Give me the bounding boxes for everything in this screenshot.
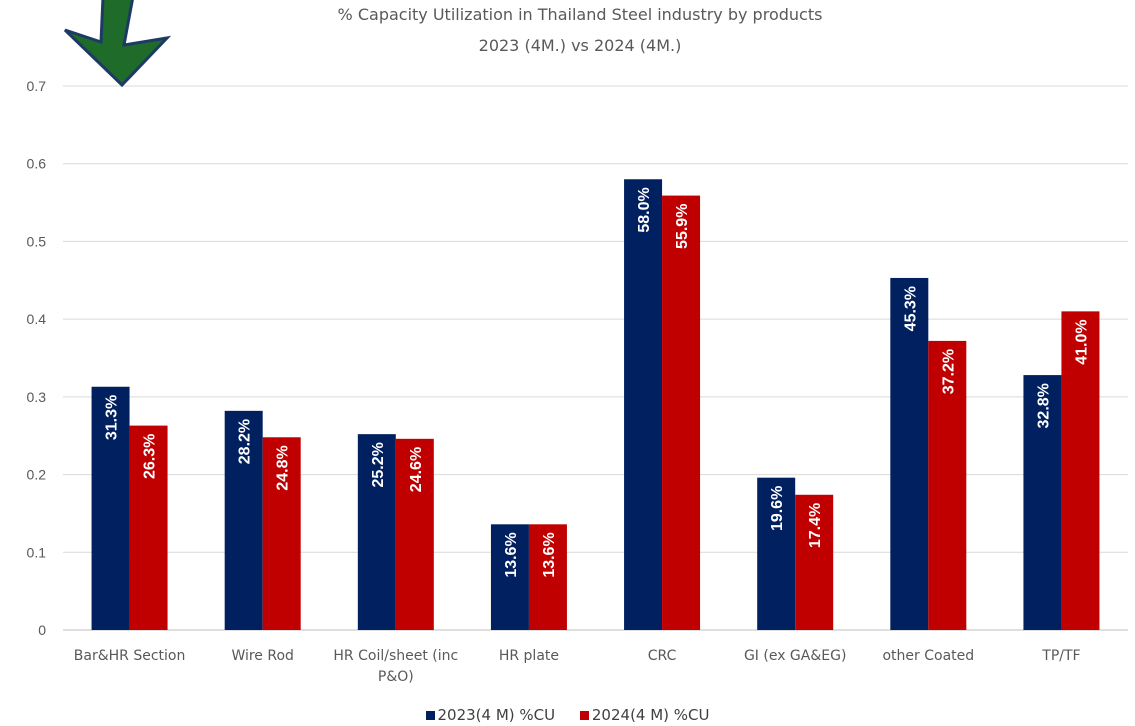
- legend-label-2024: 2024(4 M) %CU: [591, 706, 710, 724]
- x-axis-ticks: Bar&HR Section Wire Rod HR Coil/sheet (inc…: [74, 648, 1081, 685]
- bar-2024: [129, 425, 168, 630]
- x-tick-label: Bar&HR Section: [74, 648, 186, 664]
- bar-data-label: 55.9%: [674, 204, 691, 249]
- bar-2023: [490, 524, 529, 630]
- bar-data-label: 41.0%: [1073, 319, 1090, 364]
- bar-2023: [224, 410, 263, 630]
- x-tick-label: Wire Rod: [231, 648, 294, 664]
- bar-data-labels: 31.3% 26.3% 28.2% 24.8% 25.2% 24.6% 13.6% 13.6%…: [104, 187, 1091, 577]
- bar-2024: [262, 437, 301, 630]
- bar-data-label: 32.8%: [1035, 383, 1052, 428]
- y-axis-ticks: 0 0.1 0.2 0.3 0.4 0.5 0.6 0.7: [27, 78, 47, 638]
- bar-2023: [357, 434, 396, 630]
- x-tick-label: TP/TF: [1041, 648, 1080, 664]
- x-tick-label: P&O): [378, 669, 414, 685]
- chart-subtitle: 2023 (4M.) vs 2024 (4M.): [478, 36, 682, 55]
- bar-data-label: 28.2%: [237, 419, 254, 464]
- bar-2024: [1061, 311, 1100, 630]
- bar-2023: [91, 386, 130, 630]
- bar-data-label: 45.3%: [902, 286, 919, 331]
- y-tick-label: 0.3: [27, 389, 47, 405]
- bar-data-label: 24.8%: [275, 445, 292, 490]
- y-tick-label: 0.7: [27, 78, 47, 94]
- bar-data-label: 19.6%: [769, 486, 786, 531]
- x-tick-label: GI (ex GA&EG): [744, 648, 847, 664]
- legend-swatch-2024: [579, 711, 589, 720]
- bar-2023: [757, 477, 796, 630]
- x-tick-label: HR Coil/sheet (inc: [333, 648, 458, 664]
- legend-item-2024: 2024(4 M) %CU: [579, 706, 710, 724]
- legend: 2023(4 M) %CU 2024(4 M) %CU: [0, 706, 1135, 724]
- bar-data-label: 37.2%: [940, 349, 957, 394]
- bar-2024: [662, 195, 701, 630]
- bar-2024: [395, 438, 434, 630]
- legend-swatch-2023: [425, 711, 435, 720]
- bar-data-label: 13.6%: [541, 532, 558, 577]
- bar-data-label: 26.3%: [142, 434, 159, 479]
- bar-data-label: 17.4%: [807, 503, 824, 548]
- y-tick-label: 0: [38, 622, 46, 638]
- bar-data-label: 25.2%: [370, 442, 387, 487]
- y-tick-label: 0.1: [27, 544, 47, 560]
- y-tick-label: 0.6: [27, 156, 47, 172]
- legend-item-2023: 2023(4 M) %CU: [425, 706, 556, 724]
- y-tick-label: 0.2: [27, 467, 47, 483]
- x-tick-label: CRC: [648, 648, 677, 664]
- y-tick-label: 0.5: [27, 233, 47, 249]
- chart-title: % Capacity Utilization in Thailand Steel…: [337, 5, 823, 24]
- bar-2024: [795, 494, 834, 630]
- legend-label-2023: 2023(4 M) %CU: [437, 706, 556, 724]
- bars: [91, 179, 1100, 630]
- x-tick-label: HR plate: [499, 648, 559, 664]
- bar-data-label: 13.6%: [503, 532, 520, 577]
- bar-2023: [1023, 375, 1062, 630]
- bar-2023: [890, 277, 929, 630]
- gridlines: [63, 85, 1128, 631]
- down-arrow-icon: [63, 0, 172, 88]
- bar-2023: [624, 179, 663, 630]
- x-tick-label: other Coated: [882, 648, 974, 664]
- bar-2024: [928, 340, 967, 630]
- bar-data-label: 58.0%: [636, 187, 653, 232]
- y-tick-label: 0.4: [27, 311, 47, 327]
- bar-data-label: 24.6%: [408, 447, 425, 492]
- bar-data-label: 31.3%: [104, 395, 121, 440]
- bar-2024: [528, 524, 567, 630]
